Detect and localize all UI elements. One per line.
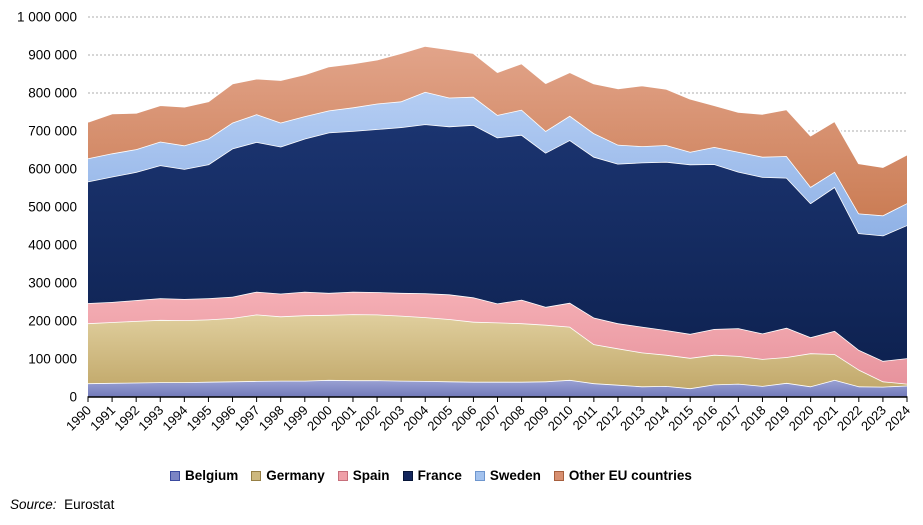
legend-swatch-france	[402, 470, 413, 481]
x-tick-label: 1997	[232, 403, 263, 434]
legend-item-sweden: Sweden	[474, 468, 541, 483]
x-tick-label: 2004	[400, 403, 431, 434]
source-note: Source: Eurostat	[10, 497, 114, 512]
y-tick-label: 600 000	[28, 162, 77, 177]
x-tick-label: 2001	[328, 403, 359, 434]
x-tick-label: 1991	[87, 403, 118, 434]
x-tick-label: 2012	[593, 403, 624, 434]
y-axis-labels: 0 100 000 200 000 300 000 400 000 500 000 600 …	[17, 10, 77, 405]
chart-legend: Belgium Germany Spain France Sweden Other EU …	[170, 468, 692, 483]
legend-label: Germany	[266, 468, 325, 483]
x-tick-label: 1998	[256, 403, 287, 434]
x-tick-label: 1995	[184, 403, 215, 434]
x-tick-label: 1992	[111, 403, 142, 434]
area-series-other-eu-countries	[87, 45, 908, 216]
x-tick-label: 2013	[617, 403, 648, 434]
x-tick-label: 2000	[304, 403, 335, 434]
x-axis	[87, 396, 908, 402]
legend-swatch-spain	[337, 470, 348, 481]
legend-swatch-belgium	[170, 470, 180, 481]
y-tick-label: 1 000 000	[17, 10, 77, 25]
x-tick-label: 2010	[545, 403, 576, 434]
legend-label: Other EU countries	[568, 468, 692, 483]
x-tick-label: 2024	[882, 403, 913, 434]
x-tick-label: 2021	[810, 403, 841, 434]
legend-label: France	[417, 468, 462, 483]
y-tick-label: 700 000	[28, 124, 77, 139]
y-tick-label: 900 000	[28, 48, 77, 63]
x-tick-label: 2016	[689, 403, 720, 434]
x-axis-labels: 1990199119921993199419951996199719981999…	[63, 403, 913, 434]
x-tick-label: 2003	[376, 403, 407, 434]
x-tick-label: 2005	[424, 403, 455, 434]
x-tick-label: 1999	[280, 403, 311, 434]
x-tick-label: 2011	[570, 403, 600, 433]
x-tick-label: 2009	[521, 403, 552, 434]
y-tick-label: 500 000	[28, 200, 77, 215]
legend-item-belgium: Belgium	[170, 468, 238, 483]
x-tick-label: 1996	[208, 403, 239, 434]
legend-label: Belgium	[185, 468, 239, 483]
stacked-area-chart: 0 100 000 200 000 300 000 400 000 500 000 600 …	[17, 10, 913, 434]
legend-label: Spain	[352, 468, 390, 483]
x-tick-label: 2022	[834, 403, 865, 434]
x-tick-label: 2018	[738, 403, 769, 434]
x-tick-label: 2008	[497, 403, 528, 434]
legend-swatch-other-eu-countries	[553, 470, 564, 481]
x-tick-label: 2019	[762, 403, 793, 434]
source-text: Eurostat	[64, 497, 115, 512]
x-tick-label: 1994	[159, 403, 190, 434]
legend-swatch-germany	[251, 470, 262, 481]
source-label: Source:	[10, 497, 57, 512]
x-tick-label: 2015	[665, 403, 696, 434]
legend-label: Sweden	[489, 468, 541, 483]
x-tick-label: 2023	[858, 403, 889, 434]
legend-item-france: France	[402, 468, 462, 483]
legend-swatch-sweden	[474, 470, 485, 481]
x-tick-label: 2007	[473, 403, 504, 434]
y-tick-label: 100 000	[28, 352, 77, 367]
legend-item-other-eu-countries: Other EU countries	[553, 468, 692, 483]
legend-item-spain: Spain	[337, 468, 390, 483]
y-tick-label: 800 000	[28, 86, 77, 101]
x-tick-label: 2020	[786, 403, 817, 434]
y-tick-label: 300 000	[28, 276, 77, 291]
x-tick-label: 2006	[448, 403, 479, 434]
x-tick-label: 1993	[135, 403, 166, 434]
legend-item-germany: Germany	[251, 468, 325, 483]
y-tick-label: 0	[69, 390, 77, 405]
y-tick-label: 400 000	[28, 238, 77, 253]
y-tick-label: 200 000	[28, 314, 77, 329]
x-tick-label: 1990	[63, 403, 94, 434]
x-tick-label: 2014	[641, 403, 672, 434]
x-tick-label: 2002	[352, 403, 383, 434]
x-tick-label: 2017	[713, 403, 744, 434]
